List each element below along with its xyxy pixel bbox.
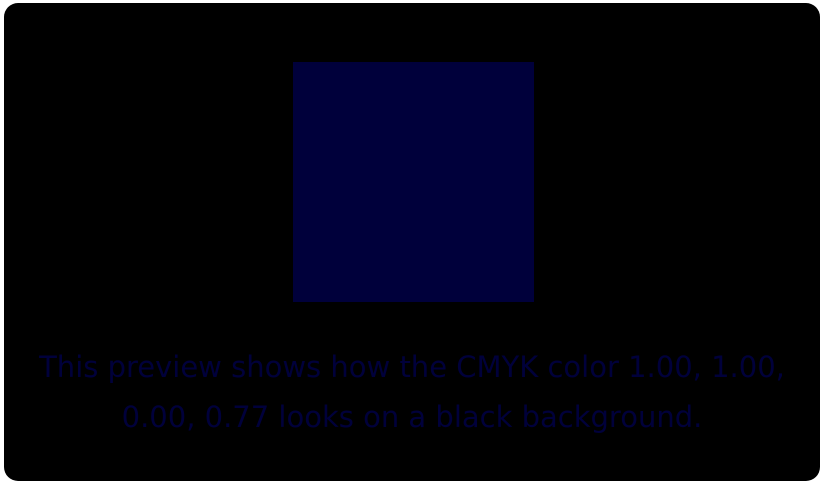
preview-caption: This preview shows how the CMYK color 1.… (39, 350, 785, 434)
preview-card: This preview shows how the CMYK color 1.… (4, 3, 820, 481)
color-swatch (293, 62, 534, 302)
